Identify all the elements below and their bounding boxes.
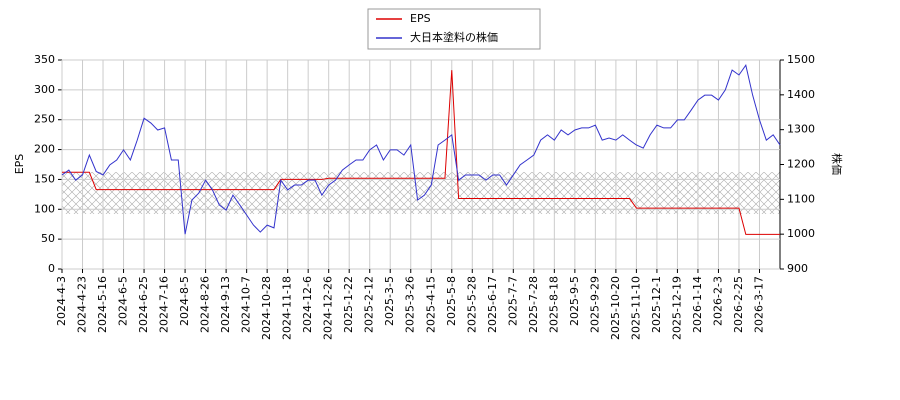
legend-label: 大日本塗料の株価	[410, 30, 498, 44]
x-tick-label: 2025-9-5	[568, 276, 581, 326]
x-tick-label: 2024-11-18	[281, 276, 294, 340]
x-tick-label: 2025-2-12	[363, 276, 376, 333]
x-tick-label: 2025-4-15	[424, 276, 437, 333]
x-tick-label: 2025-7-28	[527, 276, 540, 333]
y-tick-label: 250	[34, 113, 55, 126]
x-tick-label: 2024-6-25	[137, 276, 150, 333]
x-tick-label: 2026-2-25	[732, 276, 745, 333]
y-tick-label: 200	[34, 143, 55, 156]
x-tick-label: 2026-3-17	[752, 276, 765, 333]
x-tick-label: 2024-5-16	[96, 276, 109, 333]
series-line	[61, 64, 781, 235]
x-tick-label: 2024-4-23	[76, 276, 89, 333]
x-tick-label: 2025-5-28	[465, 276, 478, 333]
x-tick-label: 2025-7-7	[506, 276, 519, 326]
plot-frame	[61, 59, 781, 270]
x-tick-label: 2025-9-29	[588, 276, 601, 333]
y2-tick-label: 1400	[787, 88, 815, 101]
legend	[367, 8, 541, 50]
series-line	[62, 70, 780, 235]
x-tick-label: 2025-3-26	[404, 276, 417, 333]
y-tick-label: 50	[41, 232, 55, 245]
x-tick-label: 2025-10-20	[609, 276, 622, 340]
x-tick-label: 2025-6-17	[486, 276, 499, 333]
x-tick-label: 2024-6-5	[117, 276, 130, 326]
x-tick-label: 2025-1-22	[342, 276, 355, 333]
x-tick-label: 2025-5-8	[445, 276, 458, 326]
y-axis-label: EPS	[13, 154, 26, 175]
x-tick-label: 2025-12-19	[670, 276, 683, 340]
y2-tick-label: 1300	[787, 123, 815, 136]
x-tick-label: 2025-3-5	[383, 276, 396, 326]
y-tick-label: 0	[48, 262, 55, 275]
x-tick-label: 2024-12-26	[322, 276, 335, 340]
x-tick-label: 2024-9-13	[219, 276, 232, 333]
legend-label: EPS	[410, 12, 431, 25]
x-tick-label: 2024-10-28	[260, 276, 273, 340]
x-tick-label: 2024-8-26	[199, 276, 212, 333]
y2-tick-label: 1000	[787, 227, 815, 240]
x-tick-label: 2026-2-3	[711, 276, 724, 326]
y-tick-label: 300	[34, 83, 55, 96]
y-tick-label: 100	[34, 202, 55, 215]
x-tick-label: 2024-12-6	[301, 276, 314, 333]
x-tick-label: 2026-1-14	[691, 276, 704, 333]
x-tick-label: 2025-12-1	[650, 276, 663, 333]
x-tick-label: 2024-8-5	[178, 276, 191, 326]
y2-tick-label: 1200	[787, 158, 815, 171]
y2-tick-label: 1100	[787, 192, 815, 205]
y2-axis-label: 株価	[830, 153, 844, 175]
y2-tick-label: 900	[787, 262, 808, 275]
y-tick-label: 350	[34, 53, 55, 66]
x-tick-label: 2024-4-3	[55, 276, 68, 326]
x-tick-label: 2024-10-7	[240, 276, 253, 333]
y-tick-label: 150	[34, 172, 55, 185]
x-tick-label: 2025-11-10	[629, 276, 642, 340]
y2-tick-label: 1500	[787, 53, 815, 66]
x-tick-label: 2024-7-16	[158, 276, 171, 333]
x-tick-label: 2025-8-18	[547, 276, 560, 333]
